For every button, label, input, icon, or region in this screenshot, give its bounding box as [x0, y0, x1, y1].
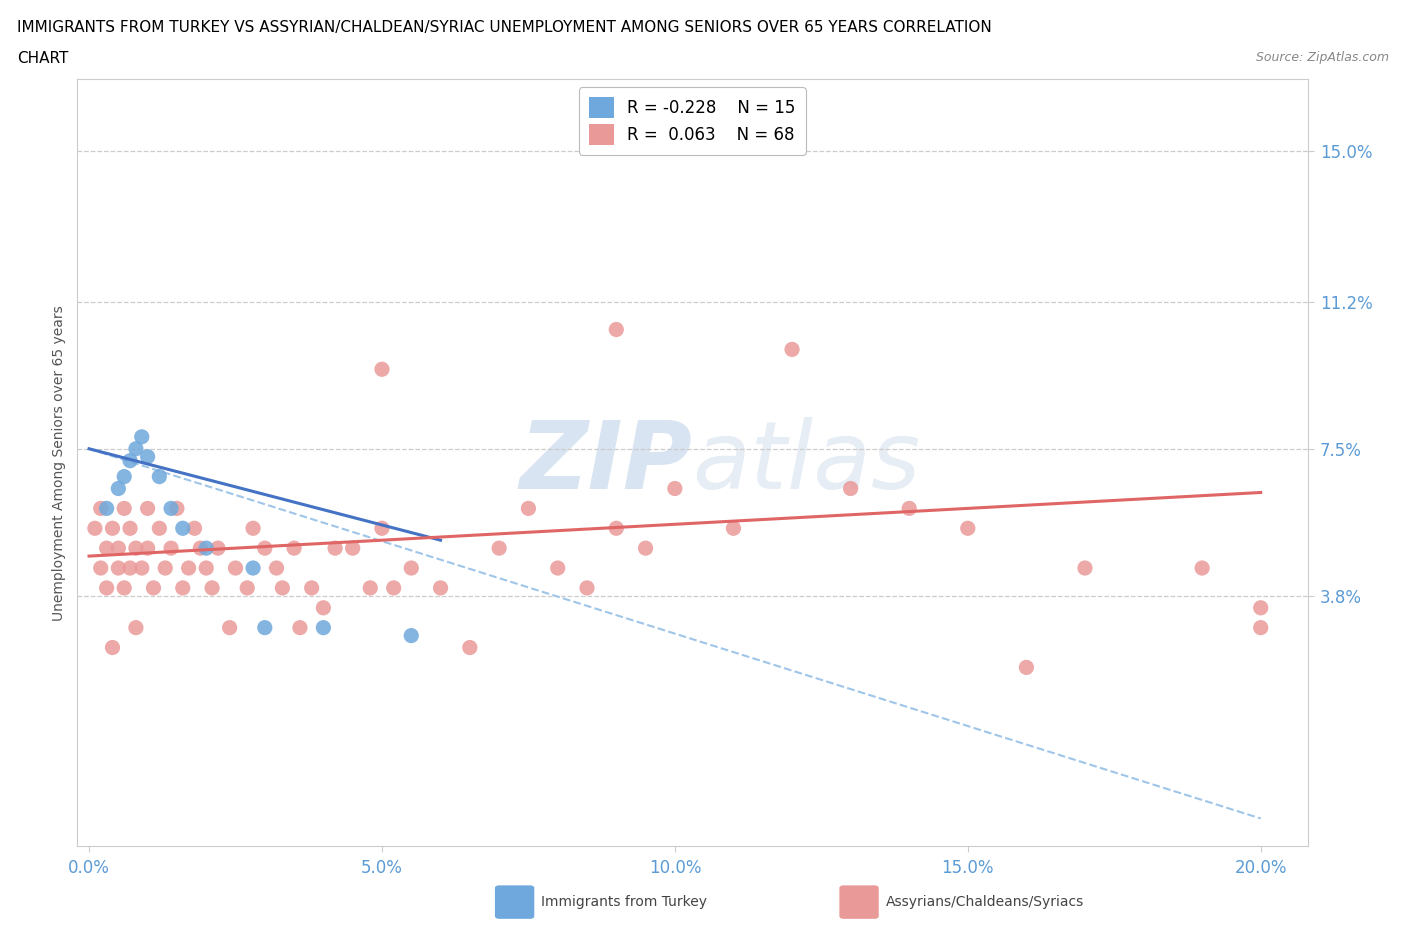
Point: [956, 521, 979, 536]
Point: [576, 580, 599, 595]
Point: [90, 561, 112, 576]
Point: [101, 521, 124, 536]
Point: [271, 580, 294, 595]
Point: [605, 322, 627, 337]
Point: [201, 580, 224, 595]
Point: [90, 501, 112, 516]
Point: [183, 521, 205, 536]
Point: [547, 561, 569, 576]
Point: [218, 620, 240, 635]
Point: [153, 561, 177, 576]
Point: [371, 362, 394, 377]
Point: [131, 561, 153, 576]
Point: [148, 521, 170, 536]
Point: [195, 540, 218, 555]
Point: [125, 442, 148, 457]
Point: [142, 580, 165, 595]
Point: [96, 580, 118, 595]
Point: [253, 620, 276, 635]
Point: [839, 481, 862, 496]
Text: Assyrians/Chaldeans/Syriacs: Assyrians/Chaldeans/Syriacs: [886, 895, 1084, 910]
Point: [401, 561, 423, 576]
Point: [1015, 660, 1038, 675]
Point: [401, 628, 423, 643]
Text: CHART: CHART: [17, 51, 69, 66]
Point: [188, 540, 212, 555]
Point: [207, 540, 229, 555]
Point: [253, 540, 276, 555]
Point: [107, 561, 129, 576]
Point: [160, 501, 183, 516]
Point: [172, 521, 194, 536]
Point: [136, 540, 159, 555]
Point: [429, 580, 451, 595]
Point: [112, 501, 135, 516]
Point: [112, 469, 135, 484]
Text: Source: ZipAtlas.com: Source: ZipAtlas.com: [1256, 51, 1389, 64]
Point: [84, 521, 107, 536]
Point: [517, 501, 540, 516]
Point: [160, 540, 183, 555]
Point: [1074, 561, 1097, 576]
Point: [382, 580, 405, 595]
Point: [1250, 620, 1272, 635]
Text: ZIP: ZIP: [520, 417, 693, 509]
Legend: R = -0.228    N = 15, R =  0.063    N = 68: R = -0.228 N = 15, R = 0.063 N = 68: [579, 87, 806, 154]
Point: [96, 540, 118, 555]
Y-axis label: Unemployment Among Seniors over 65 years: Unemployment Among Seniors over 65 years: [52, 305, 66, 620]
Point: [301, 580, 323, 595]
Point: [236, 580, 259, 595]
Point: [131, 430, 153, 445]
Point: [195, 561, 218, 576]
Point: [125, 620, 148, 635]
Point: [634, 540, 657, 555]
Point: [1191, 561, 1213, 576]
Text: IMMIGRANTS FROM TURKEY VS ASSYRIAN/CHALDEAN/SYRIAC UNEMPLOYMENT AMONG SENIORS OV: IMMIGRANTS FROM TURKEY VS ASSYRIAN/CHALD…: [17, 20, 991, 35]
Text: Immigrants from Turkey: Immigrants from Turkey: [541, 895, 707, 910]
Point: [166, 501, 188, 516]
Point: [312, 601, 335, 616]
Point: [120, 561, 141, 576]
Point: [323, 540, 346, 555]
Point: [107, 540, 129, 555]
Point: [288, 620, 311, 635]
Point: [112, 580, 135, 595]
Point: [371, 521, 394, 536]
Point: [664, 481, 686, 496]
Point: [177, 561, 200, 576]
Point: [242, 521, 264, 536]
Point: [172, 580, 194, 595]
Point: [1250, 601, 1272, 616]
Point: [605, 521, 627, 536]
Point: [342, 540, 364, 555]
Point: [136, 501, 159, 516]
Point: [242, 561, 264, 576]
Point: [283, 540, 305, 555]
Point: [125, 540, 148, 555]
Point: [359, 580, 381, 595]
Point: [458, 640, 481, 655]
Point: [148, 469, 170, 484]
Point: [120, 521, 141, 536]
Point: [107, 481, 129, 496]
Point: [488, 540, 510, 555]
Point: [136, 449, 159, 464]
Point: [266, 561, 288, 576]
Point: [723, 521, 745, 536]
Point: [96, 501, 118, 516]
Point: [898, 501, 921, 516]
Point: [225, 561, 247, 576]
Point: [312, 620, 335, 635]
Point: [120, 453, 141, 468]
Point: [101, 640, 124, 655]
Text: atlas: atlas: [693, 418, 921, 508]
Point: [780, 342, 803, 357]
